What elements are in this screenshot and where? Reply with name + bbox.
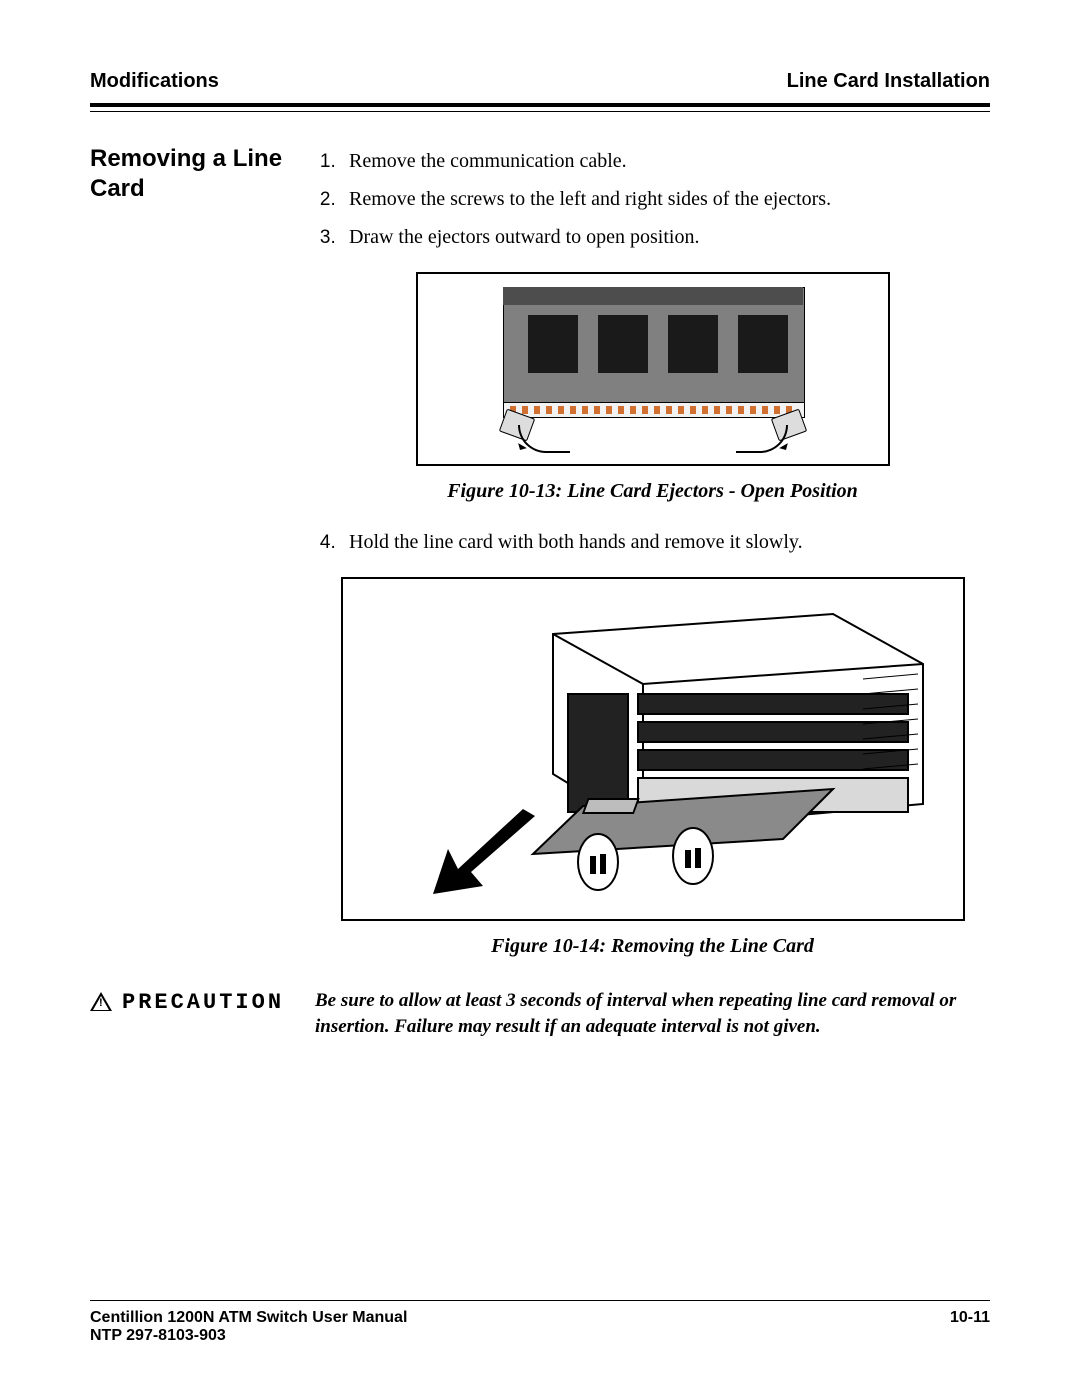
figure-10-14-graphic (363, 594, 943, 904)
footer-manual-title: Centillion 1200N ATM Switch User Manual (90, 1309, 407, 1327)
section-title: Removing a Line Card (90, 144, 299, 204)
precaution-label-text: PRECAUTION (122, 990, 284, 1015)
step-1: Remove the communication cable. (341, 144, 990, 178)
header-right: Line Card Installation (787, 70, 990, 93)
figure-10-14-caption: Figure 10-14: Removing the Line Card (315, 935, 990, 958)
precaution: ! PRECAUTION Be sure to allow at least 3… (90, 988, 990, 1039)
step-list-cont: Hold the line card with both hands and r… (315, 525, 990, 559)
footer-page-number: 10-11 (950, 1309, 990, 1345)
header-left: Modifications (90, 70, 219, 93)
side-column: Removing a Line Card (90, 144, 315, 980)
motion-arrow-right-icon (736, 425, 788, 453)
footer-left: Centillion 1200N ATM Switch User Manual … (90, 1309, 407, 1345)
warning-icon: ! (90, 992, 112, 1011)
pull-arrow-icon (433, 809, 535, 894)
precaution-text: Be sure to allow at least 3 seconds of i… (315, 988, 990, 1039)
main-column: Remove the communication cable. Remove t… (315, 144, 990, 980)
motion-arrow-left-icon (518, 425, 570, 453)
figure-10-13-caption: Figure 10-13: Line Card Ejectors - Open … (315, 480, 990, 503)
body: Removing a Line Card Remove the communic… (90, 144, 990, 980)
figure-10-14-frame (341, 577, 965, 921)
step-list: Remove the communication cable. Remove t… (315, 144, 990, 254)
figure-10-13: Figure 10-13: Line Card Ejectors - Open … (315, 272, 990, 503)
figure-10-14: Figure 10-14: Removing the Line Card (315, 577, 990, 958)
figure-10-13-frame (416, 272, 890, 466)
step-3: Draw the ejectors outward to open positi… (341, 220, 990, 254)
precaution-label: ! PRECAUTION (90, 988, 315, 1039)
step-4: Hold the line card with both hands and r… (341, 525, 990, 559)
figure-10-13-graphic (488, 287, 818, 452)
footer-ntp: NTP 297-8103-903 (90, 1327, 407, 1345)
footer-rule (90, 1300, 990, 1301)
page-header: Modifications Line Card Installation (90, 70, 990, 103)
page: Modifications Line Card Installation Rem… (0, 0, 1080, 1397)
header-rule (90, 103, 990, 112)
step-2: Remove the screws to the left and right … (341, 182, 990, 216)
page-footer: Centillion 1200N ATM Switch User Manual … (90, 1300, 990, 1345)
